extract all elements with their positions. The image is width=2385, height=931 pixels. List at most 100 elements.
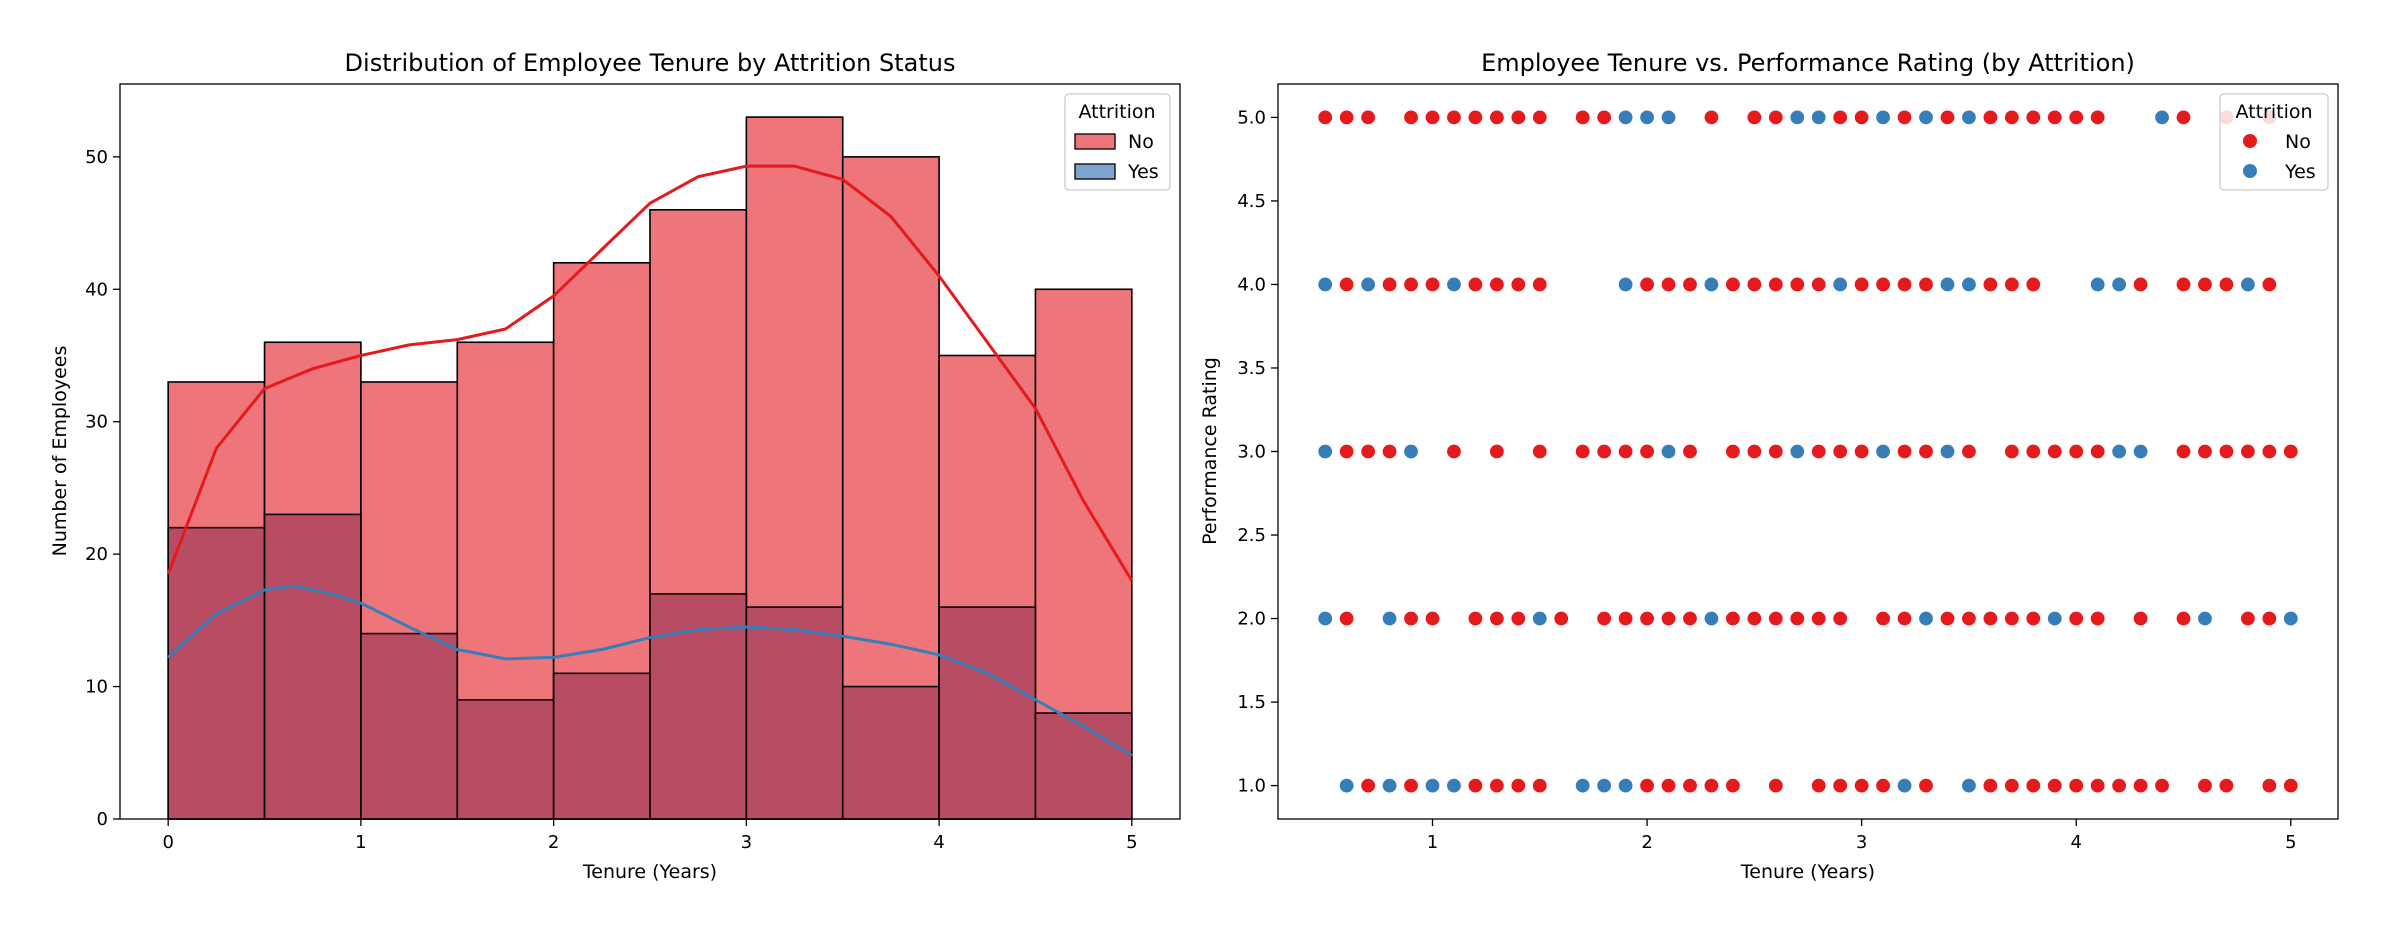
histogram-y-ticks: 0 10 20 30 40 50 <box>85 147 120 830</box>
scatter-point-no <box>1617 443 1634 460</box>
scatter-point-no <box>2218 443 2235 460</box>
scatter-point-yes <box>1317 276 1334 293</box>
scatter-point-yes <box>1660 443 1677 460</box>
scatter-point-yes <box>1338 777 1355 794</box>
scatter-point-no <box>1467 610 1484 627</box>
scatter-point-no <box>2003 777 2020 794</box>
scatter-point-no <box>1810 443 1827 460</box>
scatter-point-yes <box>1896 777 1913 794</box>
scatter-point-no <box>1832 777 1849 794</box>
scatter-point-no <box>1810 777 1827 794</box>
histogram-bar-yes <box>360 632 459 820</box>
scatter-point-yes <box>1789 109 1806 126</box>
scatter-point-no <box>1724 443 1741 460</box>
y-tick-label: 3.0 <box>1237 442 1266 463</box>
scatter-point-no <box>2132 610 2149 627</box>
scatter-title: Employee Tenure vs. Performance Rating (… <box>1481 49 2135 77</box>
scatter-point-no <box>1402 610 1420 627</box>
scatter-point-no <box>1917 276 1935 293</box>
scatter-point-no <box>2003 443 2020 460</box>
y-tick-label: 50 <box>85 147 108 168</box>
scatter-point-no <box>2282 443 2299 460</box>
scatter-y-ticks: 1.0 1.5 2.0 2.5 3.0 3.5 4.0 4.5 5.0 <box>1237 107 1278 797</box>
scatter-point-yes <box>2089 276 2106 293</box>
scatter-point-no <box>1531 777 1548 794</box>
scatter-point-no <box>2003 276 2020 293</box>
scatter-point-no <box>1445 109 1463 126</box>
histogram-bar-yes <box>938 606 1037 820</box>
y-tick-label: 40 <box>85 279 108 300</box>
x-tick-label: 1 <box>1427 832 1438 853</box>
scatter-point-no <box>1982 109 1999 126</box>
scatter-point-no <box>2132 276 2149 293</box>
histogram-title: Distribution of Employee Tenure by Attri… <box>345 49 956 77</box>
legend-marker-yes <box>2243 164 2257 178</box>
scatter-point-no <box>1338 276 1355 293</box>
scatter-point-no <box>1660 777 1677 794</box>
scatter-point-no <box>1896 610 1913 627</box>
scatter-point-no <box>1488 777 1505 794</box>
y-tick-label: 0 <box>97 809 108 830</box>
scatter-point-no <box>1531 109 1548 126</box>
y-tick-label: 1.0 <box>1237 776 1266 797</box>
scatter-point-yes <box>2239 276 2256 293</box>
scatter-point-no <box>1531 443 1548 460</box>
scatter-point-no <box>1767 610 1784 627</box>
scatter-x-ticks: 1 2 3 4 5 <box>1427 819 2297 853</box>
y-tick-label: 4.5 <box>1237 191 1266 212</box>
scatter-point-no <box>2089 443 2106 460</box>
histogram-bar-yes <box>841 685 940 820</box>
y-tick-label: 5.0 <box>1237 107 1266 128</box>
x-tick-label: 1 <box>355 832 366 853</box>
scatter-point-no <box>1553 610 1570 627</box>
scatter-point-no <box>1982 777 1999 794</box>
scatter-point-no <box>2175 610 2192 627</box>
x-tick-label: 3 <box>1856 832 1867 853</box>
scatter-point-no <box>2261 443 2278 460</box>
scatter-point-yes <box>1360 276 1377 293</box>
scatter-point-no <box>1746 610 1763 627</box>
scatter-point-yes <box>2153 109 2171 126</box>
legend-label-yes: Yes <box>1127 161 1159 183</box>
scatter-point-yes <box>1317 443 1334 460</box>
x-tick-label: 3 <box>741 832 752 853</box>
scatter-point-no <box>1424 610 1441 627</box>
histogram-legend[interactable]: Attrition No Yes <box>1064 93 1171 191</box>
y-tick-label: 2.0 <box>1237 609 1266 630</box>
scatter-point-no <box>1488 610 1505 627</box>
scatter-point-no <box>1982 610 1999 627</box>
scatter-point-no <box>2175 276 2192 293</box>
scatter-point-yes <box>1789 443 1806 460</box>
scatter-point-no <box>2239 443 2256 460</box>
scatter-point-no <box>1917 443 1935 460</box>
scatter-point-no <box>1596 610 1613 627</box>
scatter-point-no <box>1467 109 1484 126</box>
scatter-point-no <box>2218 276 2235 293</box>
legend-label-no: No <box>2285 131 2311 153</box>
scatter-point-no <box>1510 610 1527 627</box>
histogram-x-axis-label: Tenure (Years) <box>582 861 717 883</box>
scatter-point-no <box>1510 777 1527 794</box>
scatter-point-yes <box>1574 777 1591 794</box>
scatter-point-no <box>1853 443 1870 460</box>
scatter-point-no <box>1939 109 1956 126</box>
histogram-bars-yes <box>167 513 1133 820</box>
scatter-point-no <box>1488 109 1505 126</box>
scatter-point-yes <box>1810 109 1827 126</box>
scatter-points <box>1317 109 2299 794</box>
scatter-point-no <box>1402 276 1420 293</box>
scatter-point-no <box>2261 276 2278 293</box>
scatter-point-no <box>2261 777 2278 794</box>
scatter-point-no <box>2089 777 2106 794</box>
x-tick-label: 4 <box>933 832 944 853</box>
scatter-point-no <box>2196 777 2214 794</box>
scatter-legend[interactable]: Attrition No Yes <box>2219 93 2329 191</box>
scatter-point-yes <box>1960 109 1978 126</box>
scatter-x-axis-label: Tenure (Years) <box>1740 861 1875 883</box>
scatter-point-no <box>1381 443 1398 460</box>
kde-line-yes <box>167 584 1133 757</box>
scatter-point-yes <box>1960 777 1978 794</box>
x-tick-label: 5 <box>2285 832 2296 853</box>
histogram-bar-yes <box>263 513 362 820</box>
